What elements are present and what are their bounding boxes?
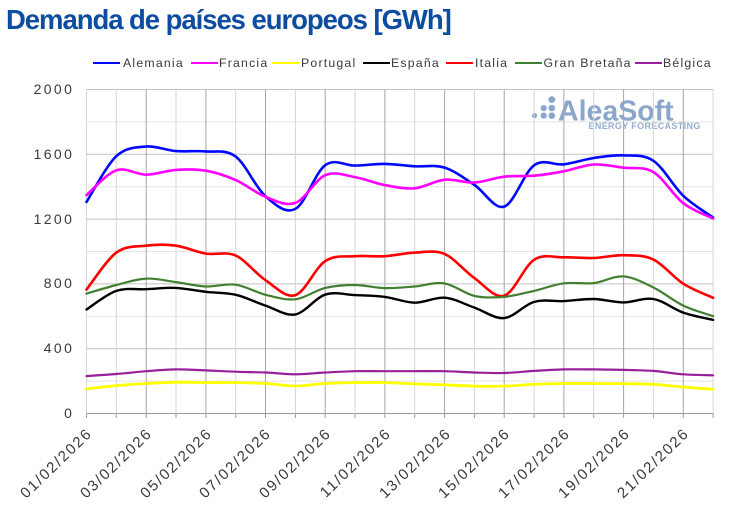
svg-text:ENERGY FORECASTING: ENERGY FORECASTING [589,121,701,131]
